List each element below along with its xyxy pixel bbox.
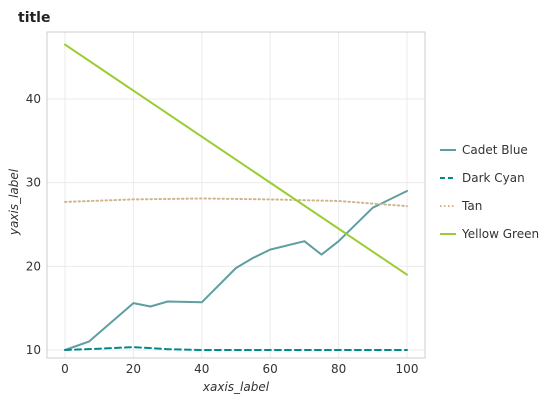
chart-title: title xyxy=(18,10,50,26)
grid xyxy=(47,32,425,358)
legend-label: Dark Cyan xyxy=(462,171,525,185)
legend-label: Yellow Green xyxy=(461,227,539,241)
series-line-dark-cyan xyxy=(64,346,408,351)
x-tick-label: 100 xyxy=(396,362,419,376)
y-tick-label: 30 xyxy=(26,176,41,190)
series-line-tan xyxy=(64,197,408,208)
x-tick-label: 20 xyxy=(126,362,141,376)
y-axis-title: yaxis_label xyxy=(7,168,21,236)
series-line-cadet-blue xyxy=(64,190,408,351)
y-tick-label: 20 xyxy=(26,259,41,273)
x-tick-label: 60 xyxy=(263,362,278,376)
tick-labels: 0 20 40 60 80 100 10 20 30 40 xyxy=(26,92,419,376)
x-tick-label: 40 xyxy=(194,362,209,376)
y-tick-label: 10 xyxy=(26,343,41,357)
y-tick-label: 40 xyxy=(26,92,41,106)
series-group xyxy=(64,43,408,351)
legend-label: Tan xyxy=(461,199,482,213)
legend-label: Cadet Blue xyxy=(462,143,528,157)
x-tick-label: 0 xyxy=(61,362,69,376)
legend: Cadet Blue Dark Cyan Tan Yellow Green xyxy=(440,143,539,241)
x-axis-title: xaxis_label xyxy=(202,380,270,394)
plot-frame xyxy=(46,31,426,359)
series-line-yellow-green xyxy=(64,43,408,276)
x-tick-label: 80 xyxy=(331,362,346,376)
